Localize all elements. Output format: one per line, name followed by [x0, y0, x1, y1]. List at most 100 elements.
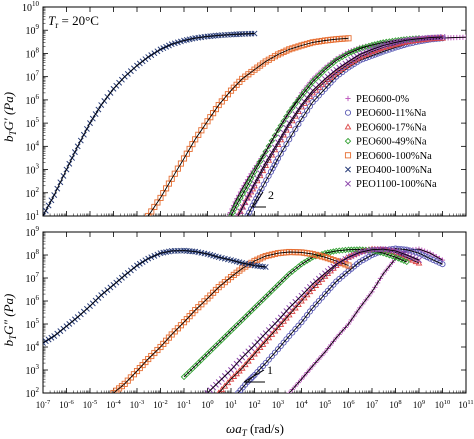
- legend-marker: [344, 152, 352, 159]
- data-point: [289, 329, 296, 336]
- series-peo400-100-na: [43, 247, 269, 346]
- legend-label: PEO600-17%Na: [356, 122, 427, 133]
- data-point: [365, 53, 372, 60]
- data-point: [424, 254, 431, 261]
- data-point: [268, 353, 275, 360]
- data-point: [271, 284, 279, 292]
- data-point: [315, 297, 322, 305]
- data-point: [195, 359, 202, 367]
- legend-label: PEO600-100%Na: [356, 151, 432, 162]
- legend-label: PEO600-0%: [356, 94, 409, 105]
- data-point: [151, 203, 158, 211]
- data-point: [256, 158, 264, 165]
- data-point: [247, 375, 255, 382]
- data-point: [177, 160, 184, 167]
- x-tick-label: 100: [201, 399, 213, 410]
- y-tick-label: 109: [26, 23, 40, 37]
- fit-line: [113, 251, 349, 393]
- slope-label-bottom: 1: [267, 363, 273, 377]
- data-point: [271, 162, 278, 169]
- data-point: [268, 137, 276, 145]
- x-tick-label: 10-1: [177, 399, 191, 410]
- series-peo1100-100-na: [235, 34, 446, 216]
- data-point: [271, 327, 279, 334]
- data-point: [234, 198, 242, 206]
- data-point: [353, 55, 361, 62]
- data-point: [268, 54, 275, 62]
- data-point: [171, 170, 178, 177]
- annotation-sub: r: [55, 20, 58, 30]
- data-point: [295, 96, 302, 104]
- data-point: [350, 57, 358, 64]
- data-point: [315, 92, 322, 99]
- series-peo600-0-: [286, 246, 446, 393]
- y-tick-label: 104: [26, 139, 40, 153]
- x-tick-label: 10-5: [83, 399, 97, 410]
- data-point: [154, 199, 161, 206]
- data-point: [201, 353, 208, 361]
- legend-item: PEO600-49%Na: [344, 137, 427, 148]
- data-point: [336, 247, 343, 254]
- data-point: [235, 213, 242, 216]
- y-tick-label: 106: [26, 294, 40, 308]
- legend-item: PEO600-0%: [345, 94, 409, 105]
- data-point: [245, 310, 252, 318]
- data-point: [277, 122, 285, 129]
- data-point: [318, 253, 325, 260]
- fit-line: [207, 248, 420, 393]
- data-point: [286, 46, 293, 53]
- data-point: [262, 337, 270, 344]
- data-point: [415, 250, 423, 257]
- data-point: [226, 213, 232, 216]
- data-point: [406, 247, 413, 254]
- y-tick-label: 107: [26, 271, 40, 285]
- data-point: [289, 104, 296, 112]
- fit-line: [183, 248, 407, 378]
- data-point: [271, 250, 278, 257]
- data-point: [409, 248, 416, 255]
- data-point: [342, 261, 349, 268]
- data-point: [345, 262, 352, 269]
- data-point: [224, 330, 232, 338]
- data-point: [283, 141, 290, 148]
- x-tick-label: 109: [413, 399, 425, 410]
- data-point: [288, 307, 296, 314]
- data-point: [198, 127, 205, 134]
- data-point: [271, 349, 278, 356]
- data-point: [280, 317, 287, 324]
- legend-label: PEO600-11%Na: [356, 108, 427, 119]
- x-tick-label: 10-7: [36, 399, 51, 410]
- data-point: [248, 307, 255, 315]
- data-point: [303, 85, 311, 93]
- legend-marker: [344, 123, 352, 130]
- data-point: [292, 326, 299, 333]
- data-point: [292, 44, 299, 51]
- slope-indicator-bottom: 1: [243, 363, 273, 383]
- data-point: [130, 371, 137, 378]
- data-point: [251, 350, 258, 357]
- legend-marker: [345, 95, 351, 102]
- data-point: [265, 334, 273, 341]
- y-tick-label: 103: [26, 363, 40, 377]
- data-point: [309, 304, 316, 311]
- data-point: [259, 340, 267, 347]
- fit-line: [237, 248, 443, 393]
- y-tick-label: 102: [26, 386, 40, 400]
- data-point: [221, 333, 229, 341]
- data-point: [177, 322, 184, 329]
- data-point: [221, 382, 229, 389]
- data-point: [312, 75, 320, 83]
- data-point: [439, 261, 446, 268]
- data-point: [273, 158, 280, 165]
- data-point: [274, 324, 282, 331]
- data-point: [237, 194, 244, 202]
- data-point: [262, 253, 269, 260]
- data-point: [245, 191, 253, 198]
- data-point: [198, 356, 205, 364]
- series-peo600-100-na: [145, 35, 352, 216]
- y-tick-label: 108: [26, 248, 40, 262]
- data-point: [318, 294, 325, 301]
- data-point: [436, 259, 443, 266]
- data-point: [286, 136, 293, 143]
- y-tick-label: 106: [26, 93, 40, 107]
